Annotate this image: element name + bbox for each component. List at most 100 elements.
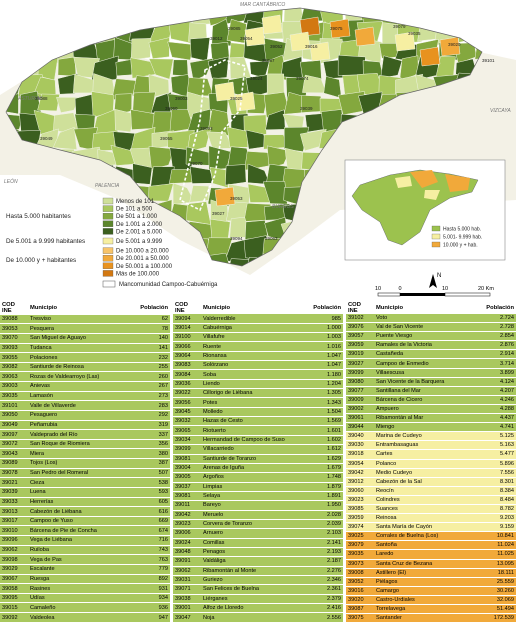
poblacion: 7.556	[482, 468, 516, 478]
table-row: 39009 Bárcena de Cicero 4.246	[346, 395, 516, 405]
legend-label: Más de 100.000	[116, 271, 160, 277]
scale-bar	[377, 292, 401, 297]
border	[5, 7, 483, 267]
municipality	[172, 59, 189, 77]
cod-ine: 39084	[173, 369, 201, 380]
poblacion: 8.782	[482, 504, 516, 515]
municipio: Vega de Liébana	[28, 535, 136, 546]
municipio: Argoños	[201, 472, 309, 483]
poblacion: 319	[136, 420, 170, 431]
municipality	[189, 185, 209, 203]
poblacion: 255	[136, 362, 170, 373]
municipio: Villacarriedo	[201, 444, 309, 455]
legend-swatch	[102, 205, 114, 212]
column-header: Municipio	[201, 302, 309, 315]
municipio: Liendo	[201, 379, 309, 390]
municipio: Ruiloba	[28, 545, 136, 556]
poblacion: 538	[136, 477, 170, 488]
poblacion: 337	[136, 429, 170, 440]
region-label: LEÓN	[4, 178, 18, 185]
poblacion: 140	[136, 333, 170, 344]
legend-label: Menos de 101	[116, 199, 155, 205]
poblacion: 11.025	[482, 549, 516, 560]
cod-ine: 39008	[346, 568, 374, 578]
poblacion: 2.728	[482, 322, 516, 333]
cod-ine: 39085	[346, 504, 374, 515]
cod-ine: 39100	[173, 332, 201, 343]
table-row: 39064 Rionansa 1.047	[173, 351, 343, 362]
legend-swatch	[102, 197, 114, 205]
cod-ine: 39092	[0, 612, 28, 623]
municipio: Santa Cruz de Bezana	[374, 559, 482, 569]
cod-ine: 39062	[173, 566, 201, 576]
poblacion: 11.024	[482, 540, 516, 551]
table-row: 39074 Santa María de Cayón 9.159	[346, 522, 516, 533]
municipio: Ribamontán al Mar	[374, 413, 482, 424]
cod-ine: 39021	[0, 477, 28, 488]
municipio: San Roque de Riomiera	[28, 439, 136, 450]
table-row: 39059 Ramales de la Victoria 2.876	[346, 340, 516, 351]
municipio: Santiurde de Toranzo	[201, 454, 309, 464]
tables: COD INE Municipio Población 39088 Tresviso 62…	[0, 302, 516, 623]
cod-ine: 39070	[0, 333, 28, 344]
municipality-code: 39016	[305, 44, 318, 49]
municipio: Suances	[374, 504, 482, 515]
municipality	[234, 91, 256, 112]
cod-ine: 39009	[346, 395, 374, 405]
table-row: 39012 Cabezón de la Sal 8.301	[346, 477, 516, 487]
cod-ine: 39064	[173, 351, 201, 362]
municipio: Pesquera	[28, 323, 136, 334]
poblacion: 1.679	[309, 463, 343, 474]
cod-ine: 39050	[0, 410, 28, 421]
municipio: Campoo de Enmedio	[374, 358, 482, 369]
column-header: Población	[309, 302, 343, 315]
poblacion: 78	[136, 323, 170, 334]
poblacion: 931	[136, 583, 170, 594]
legend-swatch	[102, 228, 114, 235]
poblacion: 8.384	[482, 486, 516, 496]
table-row: 39038 Liérganes 2.379	[173, 594, 343, 605]
municipality	[225, 164, 247, 186]
cod-ine: 39067	[0, 574, 28, 585]
cod-ine: 39059	[346, 513, 374, 524]
poblacion: 1.602	[309, 435, 343, 446]
poblacion: 5.125	[482, 431, 516, 442]
municipality	[148, 146, 175, 170]
table-row: 39008 Astillero (El) 18.111	[346, 568, 516, 578]
cod-ine: 39096	[0, 535, 28, 546]
cod-ine: 39049	[0, 420, 28, 431]
poblacion: 1.343	[309, 397, 343, 408]
inset-swatch	[431, 225, 441, 232]
poblacion: 292	[136, 410, 170, 421]
table-row: 39013 Cabezón de Liébana 616	[0, 506, 170, 517]
municipio: Bárcena de Pie de Concha	[28, 525, 136, 537]
table-row: 39040 Marina de Cudeyo 5.125	[346, 431, 516, 442]
municipality	[227, 126, 248, 148]
cod-ine: 39087	[346, 604, 374, 615]
table-row: 39056 Potes 1.343	[173, 397, 343, 408]
municipio: Cartes	[374, 449, 482, 460]
poblacion: 4.207	[482, 386, 516, 396]
cod-ine: 39039	[0, 487, 28, 498]
municipality-code: 39093	[200, 126, 213, 131]
table-row: 39001 Alfoz de Lloredo 2.416	[173, 603, 343, 614]
table-row: 39017 Campoo de Yuso 669	[0, 516, 170, 527]
table-row: 39018 Cartes 5.477	[346, 449, 516, 460]
cod-ine: 39065	[173, 425, 201, 436]
cod-ine: 39034	[173, 435, 201, 446]
legend-label: De 101 a 500	[116, 207, 153, 213]
inset-label: Hasta 5.000 hab.	[443, 227, 481, 233]
cod-ine: 39001	[173, 603, 201, 614]
table-row: 39100 Villafufre 1.003	[173, 332, 343, 343]
municipio: Comillas	[201, 538, 309, 548]
municipio: Santillana del Mar	[374, 386, 482, 396]
inset-label: 10.000 y + hab.	[443, 243, 478, 249]
municipality-code: 39024	[250, 76, 263, 81]
poblacion: 743	[136, 545, 170, 556]
municipality-code: 39085	[228, 26, 241, 31]
cod-ine: 39078	[0, 468, 28, 479]
cod-ine: 39040	[346, 431, 374, 442]
municipio: San Miguel de Aguayo	[28, 333, 136, 344]
table-row: 39036 Liendo 1.204	[173, 379, 343, 390]
poblacion: 1.569	[309, 416, 343, 427]
